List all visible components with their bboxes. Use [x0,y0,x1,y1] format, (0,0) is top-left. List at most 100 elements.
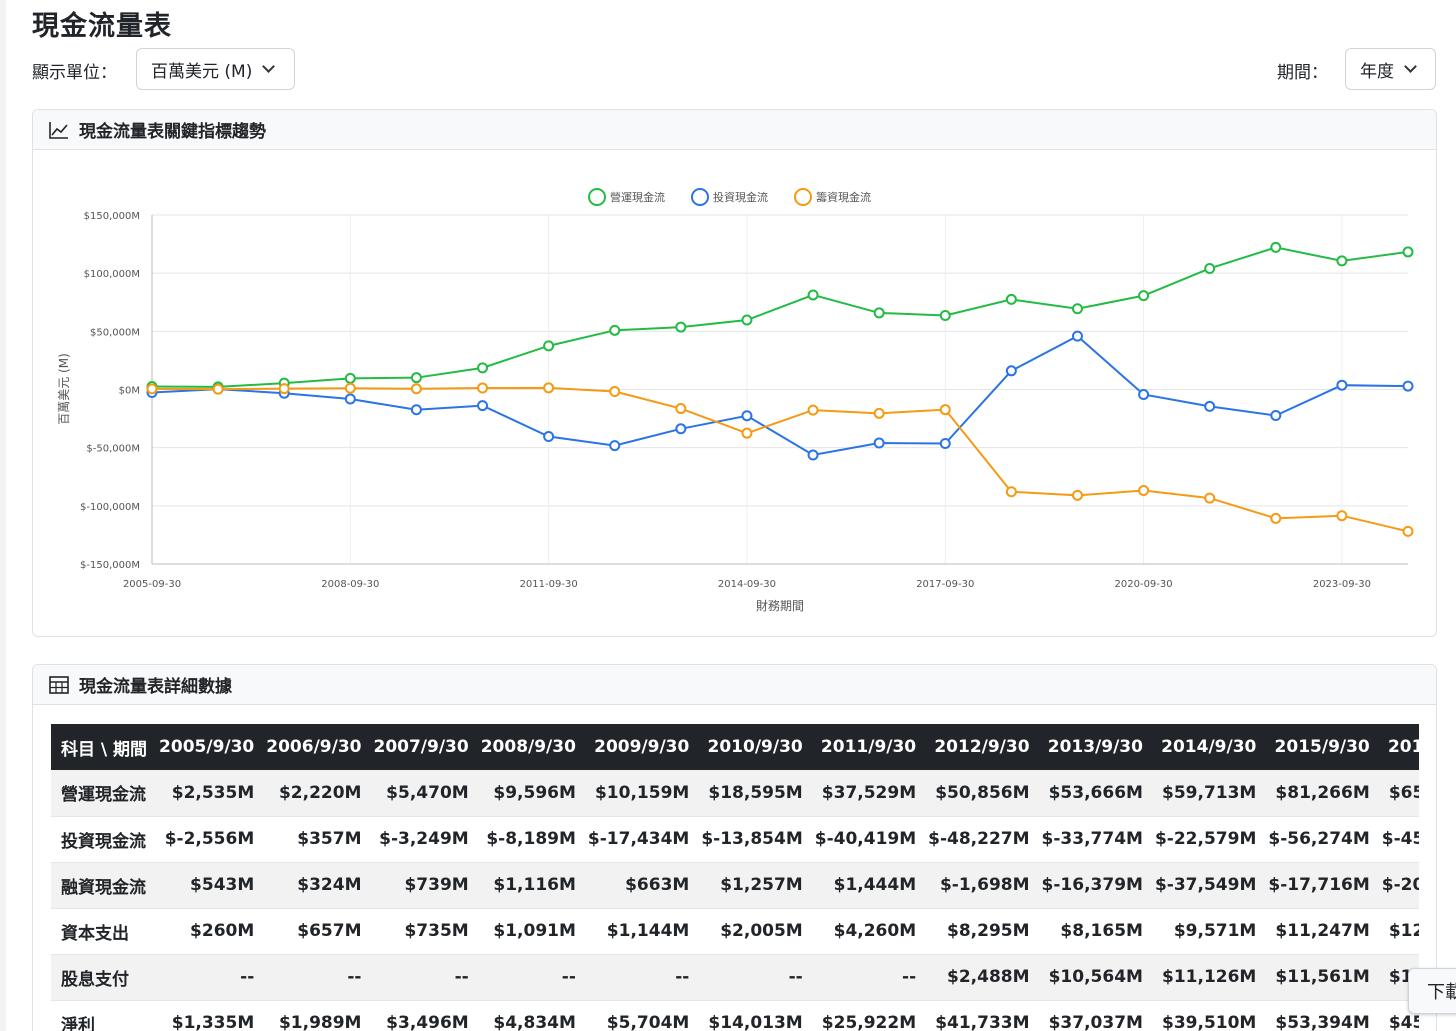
y-tick-label: $0M [119,386,140,397]
table-cell: $-20,483M [1375,862,1419,909]
data-point [543,340,555,352]
table-icon [49,675,69,694]
table-cell: $50,856M [922,770,1036,817]
row-label: 淨利 [51,1000,154,1031]
download-button[interactable]: 下載 [1408,968,1456,1014]
table-cell: -- [153,954,261,1001]
data-point [146,383,158,395]
legend-marker [794,188,812,206]
table-cell: $357M [260,816,368,863]
table-cell: $11,126M [1148,954,1263,1001]
series-line-1 [151,334,1409,457]
period-select[interactable]: 年度 [1345,48,1436,90]
legend-label: 營運現金流 [610,190,665,204]
data-point [873,407,885,419]
data-point [1402,380,1414,392]
data-point [939,404,951,416]
table-cell: $1,257M [695,862,809,909]
table-cell: $-45,977M [1375,816,1419,863]
table-cell: $11,561M [1262,954,1376,1001]
table-column-header: 2008/9/30 [474,724,582,770]
chevron-down-icon [262,60,276,73]
chart-card-header: 現金流量表關鍵指標趨勢 [33,110,1436,150]
data-point [344,372,356,384]
table-cell: $8,165M [1035,908,1149,955]
table-cell: -- [260,954,368,1001]
table-row: 營運現金流 $2,535M $2,220M $5,470M $9,596M $10,159… [51,770,1419,817]
table-cell: $-37,549M [1148,862,1263,909]
data-point [344,382,356,394]
x-axis-label: 財務期間 [756,598,804,613]
chevron-down-icon [1404,60,1417,73]
series-line-0 [151,246,1409,388]
unit-label: 顯示單位： [32,63,117,83]
table-column-header: 2005/9/30 [153,724,261,770]
x-tick-label: 2005-09-30 [123,579,181,590]
data-point [1402,525,1414,537]
x-tick-label: 2011-09-30 [520,579,578,590]
table-column-header: 2007/9/30 [367,724,475,770]
table-cell: $-17,716M [1262,862,1376,909]
data-point [543,382,555,394]
data-point [675,423,687,435]
data-point [1204,400,1216,412]
data-point [609,324,621,336]
table-cell: $5,470M [367,770,475,817]
y-axis-label: 百萬美元 (M) [57,353,71,425]
data-point [675,403,687,415]
legend-label: 籌資現金流 [816,190,871,204]
table-scroll-area[interactable]: 科目 \ 期間 2005/9/30 2006/9/30 2007/9/30 2008/9… [51,724,1419,1031]
table-cell: $543M [153,862,261,909]
data-point [1005,365,1017,377]
table-row: 淨利 $1,335M $1,989M $3,496M $4,834M $5,704M $14… [51,1000,1419,1031]
data-point [675,321,687,333]
y-tick-label: $-150,000M [80,560,140,571]
data-point [477,400,489,412]
table-column-header: 2016/9/30 [1375,724,1419,770]
table-cell: $-17,434M [581,816,696,863]
table-cell: $739M [367,862,475,909]
y-tick-label: $150,000M [84,211,140,222]
table-corner-header: 科目 \ 期間 [51,724,154,770]
table-cell: $-56,274M [1262,816,1376,863]
data-point [1138,485,1150,497]
table-cell: $37,037M [1035,1000,1149,1031]
data-point [939,310,951,322]
data-point [410,383,422,395]
data-point [1402,246,1414,258]
x-tick-label: 2014-09-30 [718,579,776,590]
x-tick-label: 2020-09-30 [1115,579,1173,590]
row-label: 營運現金流 [51,770,154,817]
table-cell: $663M [581,862,696,909]
table-cell: $2,488M [922,954,1036,1001]
table-cell: $1,444M [808,862,923,909]
data-point [1336,379,1348,391]
table-cell: -- [808,954,923,1001]
data-point [1204,262,1216,274]
data-point [807,404,819,416]
table-cell: $657M [260,908,368,955]
x-tick-label: 2023-09-30 [1313,579,1371,590]
table-cell: $-22,579M [1148,816,1263,863]
table-cell: $3,496M [367,1000,475,1031]
table-cell: $11,247M [1262,908,1376,955]
data-point [741,427,753,439]
left-edge-rule [0,0,6,1031]
chart-card: 現金流量表關鍵指標趨勢 $150,000M $100,000M $50,000M $0… [32,109,1437,637]
data-point [1138,290,1150,302]
table-cell: $12,734M [1375,908,1419,955]
table-cell: $2,535M [153,770,261,817]
data-point [477,382,489,394]
table-cell: $1,335M [153,1000,261,1031]
y-tick-label: $50,000M [90,327,140,338]
data-point [609,440,621,452]
y-tick-label: $100,000M [84,269,140,280]
table-card-title: 現金流量表詳細數據 [79,677,232,697]
table-cell: -- [695,954,809,1001]
unit-select[interactable]: 百萬美元 (M) [136,48,295,90]
table-cell: $1,091M [474,908,582,955]
table-cell: $1,144M [581,908,696,955]
table-cell: $39,510M [1148,1000,1263,1031]
table-cell: $37,529M [808,770,923,817]
y-tick-label: $-100,000M [80,502,140,513]
